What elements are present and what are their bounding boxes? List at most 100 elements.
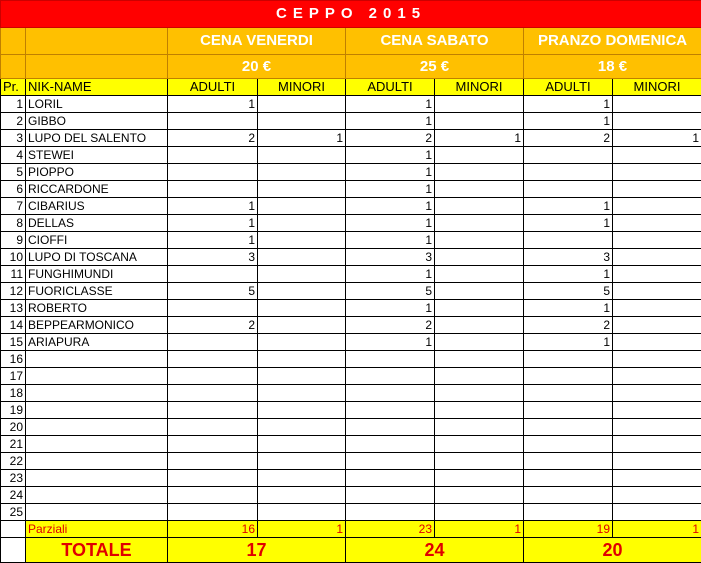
- count-cell[interactable]: [611, 486, 701, 504]
- count-cell[interactable]: [523, 163, 613, 181]
- count-cell[interactable]: [611, 231, 701, 249]
- count-cell[interactable]: [611, 418, 701, 436]
- row-number[interactable]: 24: [0, 486, 26, 504]
- count-cell[interactable]: [345, 469, 435, 487]
- row-number[interactable]: 25: [0, 503, 26, 521]
- count-cell[interactable]: [345, 486, 435, 504]
- count-cell[interactable]: 1: [523, 299, 613, 317]
- count-cell[interactable]: [611, 316, 701, 334]
- count-cell[interactable]: 1: [523, 333, 613, 351]
- parziale-value[interactable]: 1: [611, 520, 701, 538]
- event-name[interactable]: CENA VENERDI: [167, 27, 346, 55]
- count-cell[interactable]: [611, 299, 701, 317]
- count-cell[interactable]: 1: [434, 129, 524, 147]
- count-cell[interactable]: [434, 112, 524, 130]
- count-cell[interactable]: [167, 367, 258, 385]
- count-cell[interactable]: [611, 435, 701, 453]
- count-cell[interactable]: 1: [345, 214, 435, 232]
- nickname-cell[interactable]: [25, 452, 168, 470]
- count-cell[interactable]: 1: [523, 112, 613, 130]
- cell[interactable]: [25, 54, 168, 79]
- header-minori[interactable]: MINORI: [434, 78, 524, 96]
- count-cell[interactable]: [523, 384, 613, 402]
- cell[interactable]: [0, 520, 26, 538]
- count-cell[interactable]: 1: [345, 180, 435, 198]
- nickname-cell[interactable]: FUNGHIMUNDI: [25, 265, 168, 283]
- nickname-cell[interactable]: CIBARIUS: [25, 197, 168, 215]
- nickname-cell[interactable]: GIBBO: [25, 112, 168, 130]
- count-cell[interactable]: [523, 418, 613, 436]
- row-number[interactable]: 15: [0, 333, 26, 351]
- row-number[interactable]: 13: [0, 299, 26, 317]
- count-cell[interactable]: [611, 163, 701, 181]
- count-cell[interactable]: [434, 282, 524, 300]
- count-cell[interactable]: [434, 95, 524, 113]
- nickname-cell[interactable]: [25, 486, 168, 504]
- count-cell[interactable]: [257, 248, 346, 266]
- count-cell[interactable]: [167, 163, 258, 181]
- parziale-value[interactable]: 1: [257, 520, 346, 538]
- event-price[interactable]: 18 €: [522, 54, 701, 79]
- count-cell[interactable]: 2: [345, 129, 435, 147]
- count-cell[interactable]: 1: [167, 231, 258, 249]
- count-cell[interactable]: [611, 197, 701, 215]
- header-adulti[interactable]: ADULTI: [345, 78, 435, 96]
- count-cell[interactable]: [523, 367, 613, 385]
- count-cell[interactable]: [257, 367, 346, 385]
- row-number[interactable]: 5: [0, 163, 26, 181]
- count-cell[interactable]: [167, 146, 258, 164]
- nickname-cell[interactable]: [25, 418, 168, 436]
- count-cell[interactable]: 1: [345, 146, 435, 164]
- count-cell[interactable]: [434, 333, 524, 351]
- count-cell[interactable]: [257, 418, 346, 436]
- header-minori[interactable]: MINORI: [257, 78, 346, 96]
- count-cell[interactable]: [257, 384, 346, 402]
- count-cell[interactable]: [523, 435, 613, 453]
- count-cell[interactable]: [434, 214, 524, 232]
- nickname-cell[interactable]: [25, 469, 168, 487]
- count-cell[interactable]: [167, 180, 258, 198]
- count-cell[interactable]: [434, 163, 524, 181]
- count-cell[interactable]: [523, 180, 613, 198]
- count-cell[interactable]: 5: [345, 282, 435, 300]
- nickname-cell[interactable]: PIOPPO: [25, 163, 168, 181]
- count-cell[interactable]: 5: [523, 282, 613, 300]
- count-cell[interactable]: [523, 401, 613, 419]
- count-cell[interactable]: [345, 384, 435, 402]
- count-cell[interactable]: [434, 401, 524, 419]
- count-cell[interactable]: [523, 452, 613, 470]
- count-cell[interactable]: [167, 469, 258, 487]
- header-adulti[interactable]: ADULTI: [167, 78, 258, 96]
- count-cell[interactable]: [167, 350, 258, 368]
- nickname-cell[interactable]: [25, 384, 168, 402]
- row-number[interactable]: 19: [0, 401, 26, 419]
- count-cell[interactable]: [257, 146, 346, 164]
- count-cell[interactable]: [257, 469, 346, 487]
- count-cell[interactable]: [434, 503, 524, 521]
- count-cell[interactable]: 1: [523, 197, 613, 215]
- count-cell[interactable]: [257, 333, 346, 351]
- count-cell[interactable]: [345, 418, 435, 436]
- header-minori[interactable]: MINORI: [611, 78, 701, 96]
- cell[interactable]: [0, 27, 26, 55]
- count-cell[interactable]: [611, 214, 701, 232]
- count-cell[interactable]: [434, 316, 524, 334]
- count-cell[interactable]: 2: [523, 129, 613, 147]
- row-number[interactable]: 4: [0, 146, 26, 164]
- count-cell[interactable]: 2: [523, 316, 613, 334]
- nickname-cell[interactable]: DELLAS: [25, 214, 168, 232]
- count-cell[interactable]: [611, 503, 701, 521]
- row-number[interactable]: 11: [0, 265, 26, 283]
- cell[interactable]: [0, 54, 26, 79]
- header-adulti[interactable]: ADULTI: [523, 78, 613, 96]
- count-cell[interactable]: [611, 333, 701, 351]
- count-cell[interactable]: [257, 214, 346, 232]
- parziale-value[interactable]: 19: [523, 520, 613, 538]
- count-cell[interactable]: [434, 231, 524, 249]
- totale-label[interactable]: TOTALE: [25, 537, 168, 563]
- parziali-label[interactable]: Parziali: [25, 520, 168, 538]
- row-number[interactable]: 10: [0, 248, 26, 266]
- count-cell[interactable]: 1: [345, 95, 435, 113]
- row-number[interactable]: 12: [0, 282, 26, 300]
- count-cell[interactable]: [523, 350, 613, 368]
